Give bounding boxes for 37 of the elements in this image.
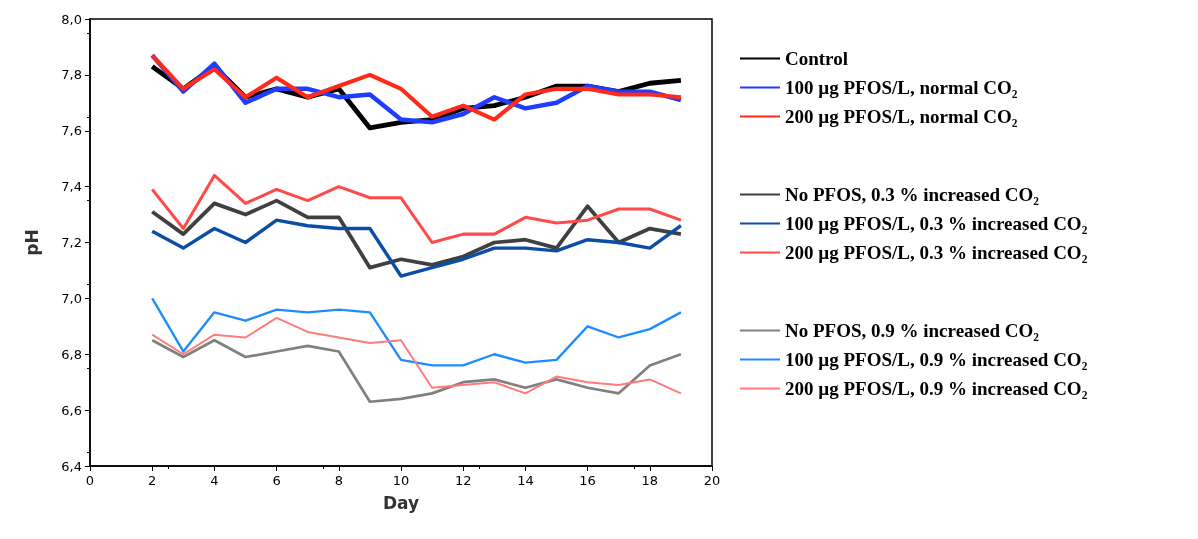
y-axis-title: pH — [21, 229, 42, 256]
y-tick-label: 6,8 — [61, 346, 82, 362]
legend-label: Control — [785, 48, 848, 69]
y-tick-label: 7,6 — [61, 123, 82, 139]
line-series — [150, 338, 683, 404]
line-series — [151, 316, 682, 395]
x-tick-label: 8 — [334, 473, 343, 488]
x-tick-label: 0 — [85, 473, 95, 488]
legend-label: No PFOS, 0.3 % increased CO₂ — [785, 184, 1040, 205]
line-series — [150, 198, 683, 270]
legend-label: 200 µg PFOS/L, normal CO₂ — [785, 106, 1018, 127]
x-tick-label: 12 — [454, 473, 472, 488]
line-series — [150, 218, 683, 278]
y-tick-label: 6,6 — [61, 402, 82, 418]
x-axis-title: Day — [382, 492, 420, 513]
y-tick-label: 7,2 — [61, 235, 82, 250]
legend-label: 100 µg PFOS/L, 0.3 % increased CO₂ — [785, 213, 1088, 234]
legend-label: No PFOS, 0.9 % increased CO₂ — [785, 320, 1040, 341]
x-tick-label: 6 — [272, 473, 281, 488]
x-tick-label: 18 — [641, 473, 659, 488]
legend-label: 200 µg PFOS/L, 0.3 % increased CO₂ — [785, 242, 1088, 263]
x-tick-label: 2 — [148, 473, 157, 488]
x-tick-label: 16 — [579, 473, 596, 488]
x-tick-label: 14 — [517, 473, 534, 488]
y-tick-label: 8,0 — [61, 11, 82, 27]
y-tick-label: 6,4 — [61, 458, 82, 474]
legend-label: 200 µg PFOS/L, 0.9 % increased CO₂ — [785, 378, 1088, 399]
legend-label: 100 µg PFOS/L, 0.9 % increased CO₂ — [785, 349, 1088, 370]
line-series — [150, 173, 683, 245]
y-tick-label: 7,0 — [61, 290, 82, 306]
x-tick-label: 4 — [210, 473, 219, 488]
legend-label: 100 µg PFOS/L, normal CO₂ — [785, 77, 1018, 98]
y-tick-label: 7,8 — [61, 67, 82, 83]
y-tick-label: 7,4 — [61, 179, 82, 195]
x-tick-label: 10 — [392, 473, 410, 488]
x-tick-label: 20 — [703, 473, 721, 488]
line-series — [151, 297, 683, 367]
